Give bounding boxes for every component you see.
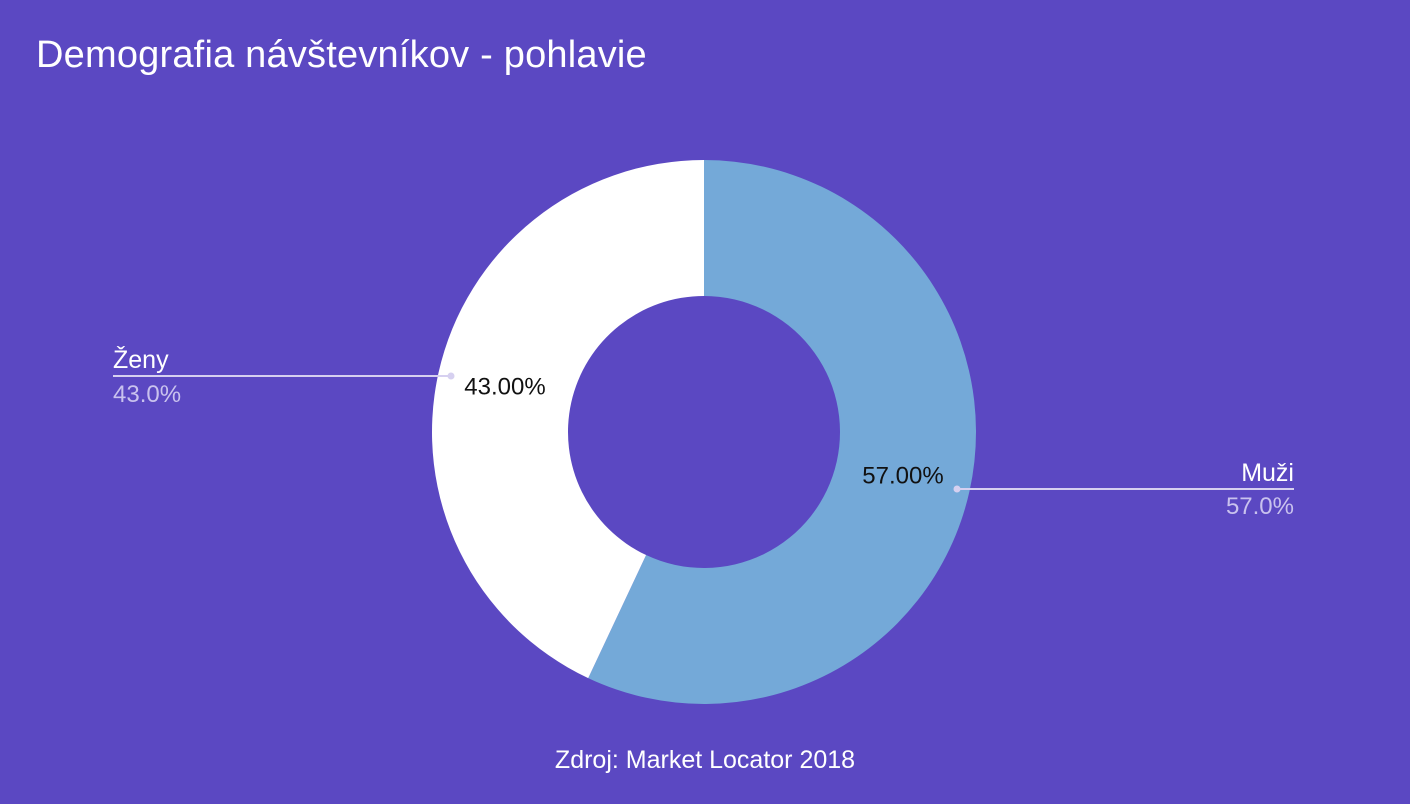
slice-label-women: 43.00% bbox=[464, 373, 545, 400]
donut-slice-men bbox=[588, 160, 976, 704]
legend-name-men: Muži bbox=[1241, 459, 1294, 487]
slice-label-men: 57.00% bbox=[862, 462, 943, 489]
chart-source: Zdroj: Market Locator 2018 bbox=[554, 746, 856, 774]
chart-title: Demografia návštevníkov - pohlavie bbox=[36, 34, 647, 76]
legend-value-men: 57.0% bbox=[1226, 493, 1294, 520]
donut-slice-women bbox=[431, 160, 704, 679]
legend-value-women: 43.0% bbox=[113, 381, 181, 408]
legend-name-women: Ženy bbox=[113, 345, 169, 374]
